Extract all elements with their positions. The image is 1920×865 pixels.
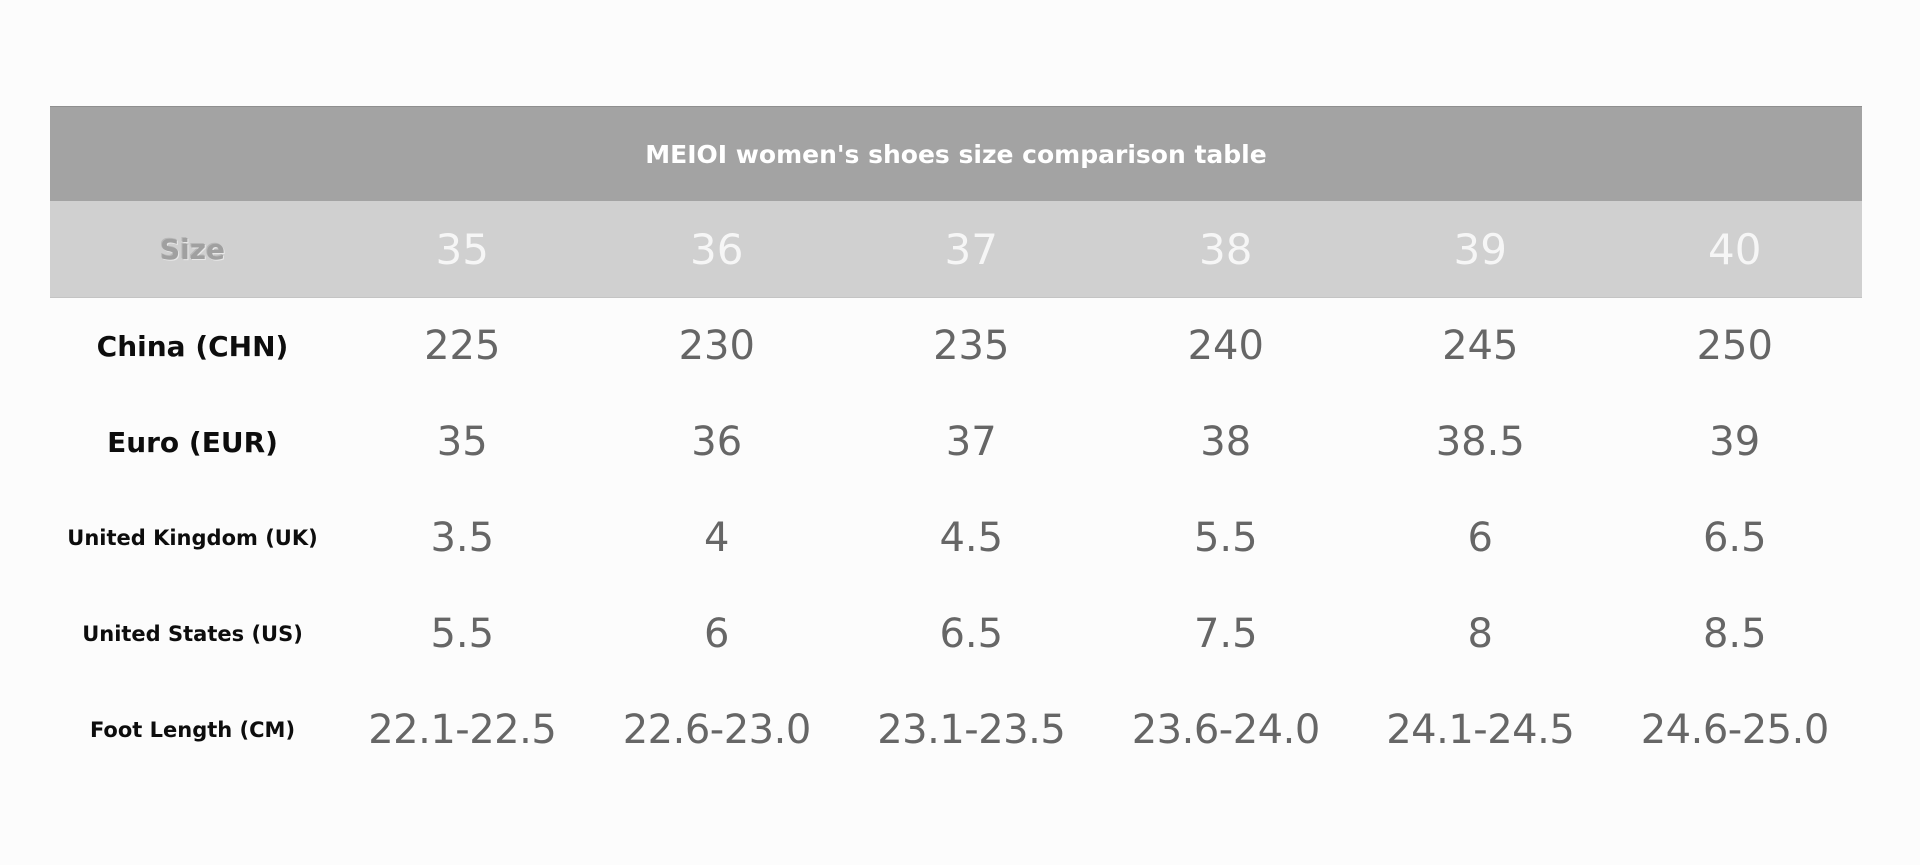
table-row-euro: Euro (EUR) 35 36 37 38 38.5 39 bbox=[50, 394, 1862, 490]
table-cell: 8 bbox=[1467, 611, 1493, 657]
row-label-us: United States (US) bbox=[82, 622, 303, 646]
table-cell: 24.1-24.5 bbox=[1386, 707, 1575, 753]
table-cell: 23.6-24.0 bbox=[1131, 707, 1321, 753]
table-cell: 6 bbox=[1467, 515, 1493, 561]
table-cell: 3.5 bbox=[430, 515, 495, 561]
size-header-cell: 38 bbox=[1199, 224, 1253, 274]
size-comparison-table: MEIOI women's shoes size comparison tabl… bbox=[50, 106, 1862, 778]
table-cell: 39 bbox=[1709, 419, 1761, 465]
table-cell: 6 bbox=[704, 611, 730, 657]
table-cell: 240 bbox=[1187, 323, 1264, 369]
table-cell: 23.1-23.5 bbox=[877, 707, 1066, 753]
table-cell: 8.5 bbox=[1702, 611, 1767, 657]
table-row-uk: United Kingdom (UK) 3.5 4 4.5 5.5 6 6.5 bbox=[50, 490, 1862, 586]
table-cell: 22.1-22.5 bbox=[368, 707, 557, 753]
table-cell: 5.5 bbox=[430, 611, 495, 657]
table-row-china: China (CHN) 225 230 235 240 245 250 bbox=[50, 298, 1862, 394]
size-header-row: Size 35 36 37 38 39 40 bbox=[50, 201, 1862, 298]
table-cell: 6.5 bbox=[939, 611, 1004, 657]
table-cell: 225 bbox=[424, 323, 501, 369]
table-cell: 22.6-23.0 bbox=[622, 707, 812, 753]
table-cell: 7.5 bbox=[1193, 611, 1258, 657]
size-header-cell: 37 bbox=[944, 224, 998, 274]
table-cell: 230 bbox=[678, 323, 755, 369]
row-label-foot-length: Foot Length (CM) bbox=[89, 718, 296, 742]
table-title: MEIOI women's shoes size comparison tabl… bbox=[50, 106, 1862, 201]
size-header-label: Size bbox=[159, 232, 226, 266]
size-header-cell: 39 bbox=[1453, 224, 1507, 274]
table-cell: 36 bbox=[691, 419, 743, 465]
size-header-cell: 36 bbox=[690, 224, 744, 274]
table-cell: 24.6-25.0 bbox=[1640, 707, 1830, 753]
table-cell: 4.5 bbox=[939, 515, 1004, 561]
row-label-china: China (CHN) bbox=[96, 329, 289, 363]
size-header-cell: 35 bbox=[435, 224, 489, 274]
table-cell: 38.5 bbox=[1435, 419, 1525, 465]
table-cell: 250 bbox=[1696, 323, 1773, 369]
table-cell: 245 bbox=[1442, 323, 1519, 369]
table-cell: 38 bbox=[1200, 419, 1252, 465]
table-cell: 35 bbox=[436, 419, 488, 465]
table-cell: 37 bbox=[945, 419, 997, 465]
size-header-cell: 40 bbox=[1708, 224, 1762, 274]
table-row-us: United States (US) 5.5 6 6.5 7.5 8 8.5 bbox=[50, 586, 1862, 682]
table-cell: 4 bbox=[704, 515, 730, 561]
table-cell: 6.5 bbox=[1702, 515, 1767, 561]
table-cell: 235 bbox=[933, 323, 1010, 369]
row-label-euro: Euro (EUR) bbox=[107, 425, 278, 459]
row-label-uk: United Kingdom (UK) bbox=[67, 526, 318, 550]
table-cell: 5.5 bbox=[1193, 515, 1258, 561]
table-row-foot-length: Foot Length (CM) 22.1-22.5 22.6-23.0 23.… bbox=[50, 682, 1862, 778]
